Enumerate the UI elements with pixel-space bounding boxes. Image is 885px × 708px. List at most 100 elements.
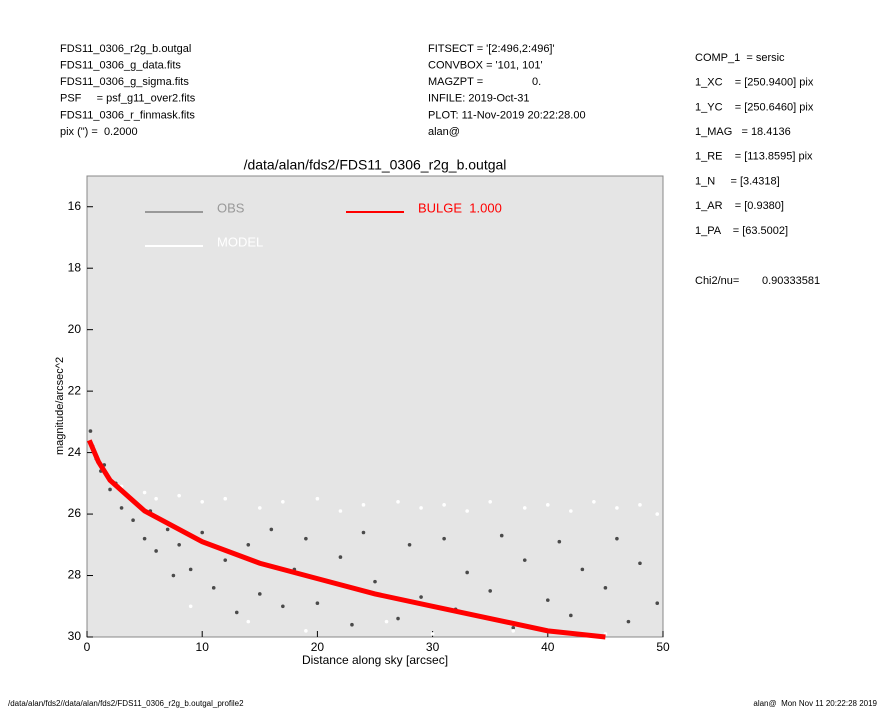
legend-label: OBS xyxy=(217,200,245,215)
data-point xyxy=(119,506,124,510)
x-tick-label: 30 xyxy=(426,640,440,654)
data-point xyxy=(499,533,504,538)
header-middle-line: PLOT: 11-Nov-2019 20:22:28.00 xyxy=(428,109,586,121)
x-tick-label: 50 xyxy=(656,640,670,654)
data-point xyxy=(315,601,320,605)
data-point xyxy=(442,503,446,507)
data-point xyxy=(603,586,608,590)
y-tick-label: 20 xyxy=(68,322,82,336)
chi2-value: 0.90333581 xyxy=(762,275,820,287)
data-point xyxy=(569,509,573,513)
data-point xyxy=(154,549,158,553)
data-point xyxy=(188,604,193,609)
data-point xyxy=(522,558,527,562)
header-middle-line: MAGZPT = 0. xyxy=(428,76,541,88)
data-point xyxy=(246,619,251,624)
y-tick-label: 22 xyxy=(68,383,82,397)
header-middle-line: CONVBOX = '101, 101' xyxy=(428,60,543,72)
data-point xyxy=(361,503,366,507)
chart-title: /data/alan/fds2/FDS11_0306_r2g_b.outgal xyxy=(244,157,507,173)
data-point xyxy=(419,506,423,510)
data-point xyxy=(223,558,228,562)
data-point xyxy=(142,536,147,541)
y-tick-label: 16 xyxy=(68,199,82,213)
data-point xyxy=(361,530,366,535)
fit-parameter: 1_AR = [0.9380] xyxy=(695,200,784,212)
data-point xyxy=(304,629,308,633)
data-point xyxy=(569,613,573,618)
data-point xyxy=(384,619,389,624)
header-left-line: FDS11_0306_g_sigma.fits xyxy=(60,76,189,88)
fit-parameter: 1_XC = [250.9400] pix xyxy=(695,77,814,89)
y-tick-label: 24 xyxy=(68,445,82,459)
data-point xyxy=(338,509,343,513)
data-point xyxy=(488,589,493,593)
data-point xyxy=(430,632,435,636)
data-point xyxy=(580,567,585,572)
fit-parameter: 1_YC = [250.6460] pix xyxy=(695,101,814,113)
data-point xyxy=(638,561,642,566)
x-axis-label: Distance along sky [arcsec] xyxy=(302,653,448,667)
header-left-line: FDS11_0306_g_data.fits xyxy=(60,60,181,72)
data-point xyxy=(281,604,285,609)
y-tick-label: 30 xyxy=(68,629,82,643)
legend-label: MODEL xyxy=(217,234,263,249)
y-tick-label: 28 xyxy=(68,568,82,582)
data-point xyxy=(338,555,343,559)
data-point xyxy=(511,629,516,633)
data-point xyxy=(419,595,423,599)
data-point xyxy=(200,530,204,535)
y-axis-label: magnitude/arcsec^2 xyxy=(54,357,66,455)
data-point xyxy=(131,518,135,523)
fit-parameter: 1_MAG = 18.4136 xyxy=(695,126,791,138)
data-point xyxy=(177,543,181,547)
legend-label: BULGE 1.000 xyxy=(418,200,502,215)
y-tick-label: 26 xyxy=(68,506,82,520)
header-middle-line: FITSECT = '[2:496,2:496]' xyxy=(428,43,555,55)
header-left-line: pix (") = 0.2000 xyxy=(60,126,138,138)
x-tick-label: 40 xyxy=(541,640,555,654)
footer-right: alan@ Mon Nov 11 20:22:28 2019 xyxy=(753,699,877,708)
data-point xyxy=(638,503,642,507)
data-point xyxy=(396,499,400,504)
header-middle-line: INFILE: 2019-Oct-31 xyxy=(428,93,530,105)
data-point xyxy=(269,527,274,532)
data-point xyxy=(373,579,377,584)
data-point xyxy=(511,625,516,630)
data-point xyxy=(258,592,262,596)
data-point xyxy=(396,616,400,621)
fit-parameter: 1_RE = [113.8595] pix xyxy=(695,151,813,163)
data-point xyxy=(465,570,469,575)
data-point xyxy=(315,496,320,501)
fit-parameter: 1_N = [3.4318] xyxy=(695,175,780,187)
data-point xyxy=(88,429,93,433)
data-point xyxy=(350,622,354,627)
data-point xyxy=(142,490,147,495)
data-point xyxy=(557,539,562,544)
data-point xyxy=(546,598,550,602)
header-left-line: PSF = psf_g11_over2.fits xyxy=(60,93,196,105)
data-point xyxy=(108,487,112,492)
chi2-label: Chi2/nu= xyxy=(695,275,739,287)
data-point xyxy=(442,536,446,541)
data-point xyxy=(488,499,493,504)
data-point xyxy=(304,536,308,541)
data-point xyxy=(246,543,251,547)
data-point xyxy=(407,543,412,547)
data-point xyxy=(171,573,176,578)
header-left-line: FDS11_0306_r2g_b.outgal xyxy=(60,43,191,55)
data-point xyxy=(177,493,181,498)
data-point xyxy=(615,506,619,510)
fit-parameter: COMP_1 = sersic xyxy=(695,52,785,64)
header-left-line: FDS11_0306_r_finmask.fits xyxy=(60,109,195,121)
data-point xyxy=(655,512,660,516)
data-point xyxy=(592,499,596,504)
data-point xyxy=(522,506,527,510)
model-curve xyxy=(87,439,606,640)
data-point xyxy=(211,586,216,590)
data-point xyxy=(258,506,262,510)
data-point xyxy=(546,503,550,507)
plot-area xyxy=(86,175,664,638)
data-point xyxy=(165,527,170,532)
